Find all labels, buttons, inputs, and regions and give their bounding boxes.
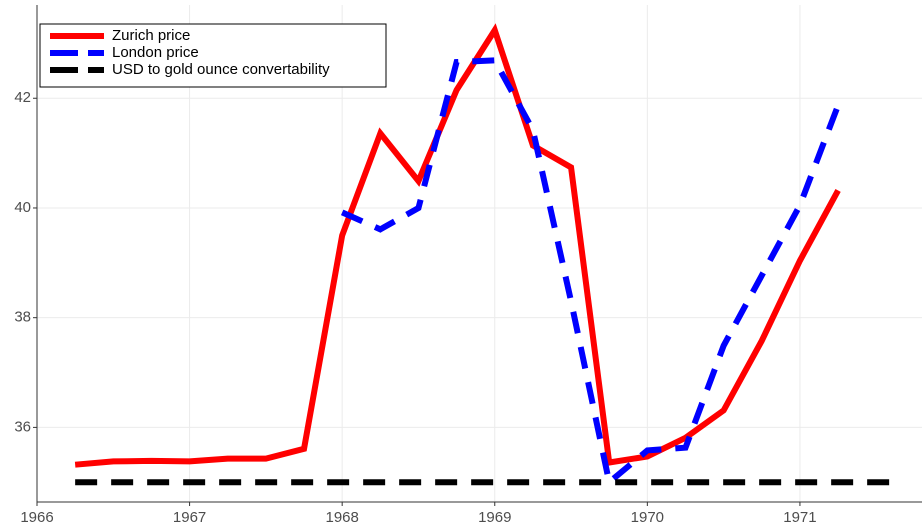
y-tick-label: 38 bbox=[14, 309, 31, 326]
y-tick-label: 36 bbox=[14, 418, 31, 435]
y-tick-label: 42 bbox=[14, 89, 31, 106]
x-tick-label: 1970 bbox=[631, 509, 664, 526]
legend-label: USD to gold ounce convertability bbox=[112, 61, 330, 78]
x-tick-label: 1969 bbox=[478, 509, 511, 526]
x-tick-label: 1971 bbox=[783, 509, 816, 526]
line bbox=[340, 57, 841, 488]
line bbox=[74, 23, 841, 468]
y-tick-label: 40 bbox=[14, 199, 31, 216]
legend-label: London price bbox=[112, 44, 199, 61]
legend-label: Zurich price bbox=[112, 27, 190, 44]
x-tick-label: 1967 bbox=[173, 509, 206, 526]
x-tick-label: 1966 bbox=[20, 509, 53, 526]
x-tick-label: 1968 bbox=[325, 509, 358, 526]
